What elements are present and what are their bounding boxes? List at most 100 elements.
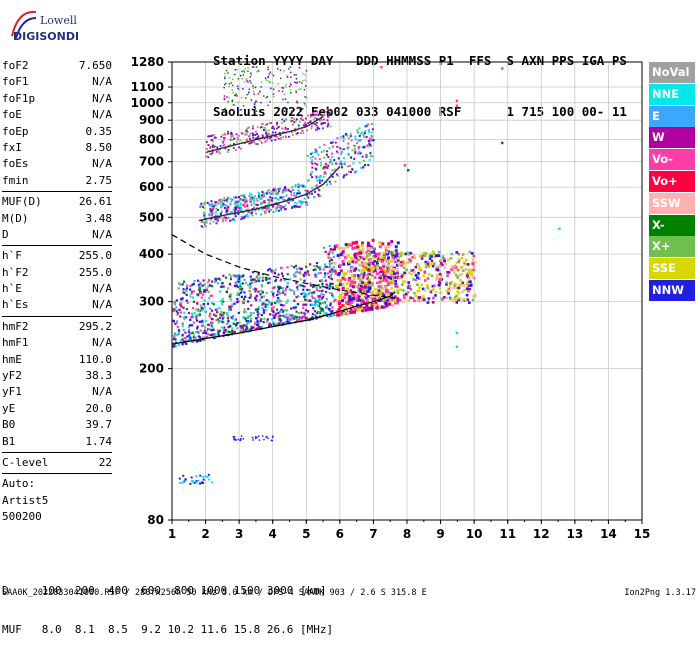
echo-point bbox=[218, 290, 222, 293]
echo-point bbox=[203, 214, 206, 217]
echo-point bbox=[352, 293, 356, 297]
echo-point bbox=[315, 315, 318, 318]
echo-point bbox=[223, 196, 226, 199]
echo-point bbox=[298, 316, 301, 319]
echo-point bbox=[361, 281, 364, 285]
echo-point bbox=[232, 135, 235, 138]
echo-point bbox=[338, 293, 342, 297]
echo-point bbox=[447, 258, 450, 262]
echo-point bbox=[326, 109, 329, 111]
echo-point bbox=[258, 439, 261, 441]
legend-item-vominus: Vo- bbox=[649, 149, 695, 171]
echo-point bbox=[427, 297, 431, 300]
digisonde-logo: Lowell DIGISONDE bbox=[11, 10, 78, 43]
echo-point bbox=[387, 302, 391, 306]
echo-point bbox=[343, 296, 347, 300]
echo-point bbox=[288, 135, 290, 138]
echo-point bbox=[230, 210, 233, 213]
echo-point bbox=[389, 281, 393, 285]
echo-point bbox=[370, 304, 374, 308]
echo-point bbox=[302, 185, 305, 188]
echo-point bbox=[261, 306, 264, 309]
echo-point bbox=[239, 109, 242, 111]
plot-frame bbox=[171, 61, 643, 521]
echo-point bbox=[294, 264, 298, 267]
echo-point bbox=[299, 88, 302, 90]
param-value: N/A bbox=[92, 385, 112, 399]
echo-point bbox=[269, 192, 272, 195]
echo-point bbox=[276, 188, 279, 191]
echo-point bbox=[332, 300, 335, 303]
echo-point bbox=[370, 134, 373, 137]
echo-point bbox=[177, 343, 181, 347]
echo-point bbox=[284, 187, 287, 190]
echo-point bbox=[337, 311, 341, 315]
echo-point bbox=[342, 246, 346, 250]
param-row: foEp 0.35 bbox=[2, 124, 112, 140]
echo-point bbox=[260, 142, 263, 144]
echo-point bbox=[342, 253, 346, 257]
echo-point bbox=[316, 300, 319, 303]
echo-point bbox=[229, 203, 232, 206]
echo-point bbox=[263, 193, 266, 196]
echo-point bbox=[328, 244, 331, 248]
echo-point bbox=[238, 199, 241, 202]
echo-point bbox=[317, 289, 321, 292]
echo-point bbox=[292, 306, 296, 310]
echo-point bbox=[239, 282, 242, 286]
echo-point bbox=[327, 114, 330, 117]
echo-point bbox=[247, 284, 250, 287]
echo-point bbox=[361, 131, 364, 134]
echo-point bbox=[290, 110, 293, 113]
echo-point bbox=[321, 301, 324, 305]
echo-point bbox=[212, 212, 215, 215]
echo-point bbox=[228, 295, 231, 298]
echo-point bbox=[178, 477, 181, 480]
echo-point bbox=[294, 271, 297, 274]
profile-dashed-line bbox=[171, 234, 396, 299]
echo-point bbox=[284, 204, 287, 207]
echo-point bbox=[343, 174, 346, 177]
param-row: h`Es N/A bbox=[2, 297, 112, 313]
echo-point bbox=[338, 283, 342, 287]
echo-point bbox=[384, 246, 388, 250]
echo-point bbox=[440, 297, 444, 300]
echo-point bbox=[276, 206, 279, 209]
echo-point bbox=[342, 312, 346, 316]
echo-point bbox=[215, 308, 219, 311]
echo-point bbox=[210, 285, 214, 288]
echo-point bbox=[463, 298, 466, 301]
echo-point bbox=[341, 166, 344, 169]
echo-point bbox=[239, 291, 243, 294]
echo-point bbox=[290, 193, 293, 196]
echo-point bbox=[245, 78, 248, 80]
echo-point bbox=[464, 267, 468, 271]
echo-point bbox=[211, 151, 214, 154]
x-tick-label: 10 bbox=[466, 527, 483, 541]
echo-point bbox=[311, 292, 314, 295]
echo-point bbox=[317, 153, 320, 156]
echo-point bbox=[280, 272, 284, 275]
echo-point bbox=[219, 152, 222, 155]
echo-point bbox=[235, 301, 239, 304]
echo-point bbox=[396, 301, 400, 305]
echo-point bbox=[297, 186, 300, 189]
param-name: yF1 bbox=[2, 385, 22, 399]
echo-point bbox=[274, 207, 277, 210]
echo-point bbox=[293, 293, 296, 296]
echo-point bbox=[300, 311, 303, 314]
echo-point bbox=[205, 148, 208, 151]
echo-point bbox=[232, 208, 235, 211]
echo-point bbox=[302, 306, 305, 309]
echo-point bbox=[265, 79, 268, 81]
echo-point bbox=[253, 207, 256, 210]
logo-arc bbox=[11, 10, 37, 37]
echo-point bbox=[371, 297, 375, 301]
echo-point bbox=[364, 125, 367, 128]
echo-point bbox=[392, 275, 396, 279]
echo-point bbox=[242, 198, 245, 201]
echo-point bbox=[335, 150, 338, 153]
echo-point bbox=[369, 152, 372, 155]
echo-point bbox=[418, 267, 422, 271]
echo-point bbox=[382, 262, 386, 266]
